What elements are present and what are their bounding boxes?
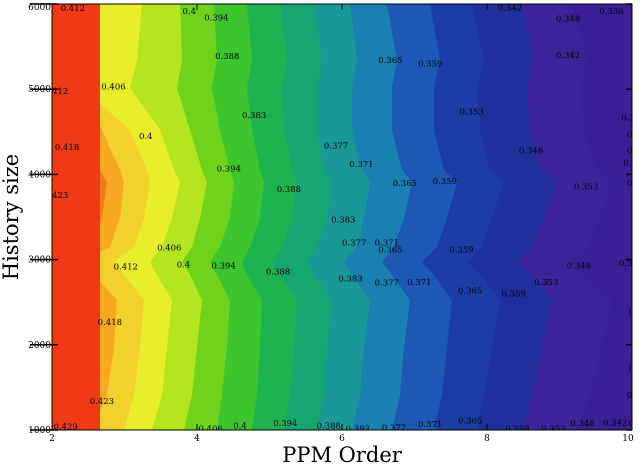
y-tick-label: 1000 (28, 426, 51, 436)
contour-label: 0.423 (90, 397, 114, 407)
y-tick-label: 3000 (28, 256, 51, 266)
contour-label: 0.359 (449, 245, 473, 255)
contour-label: 0.406 (157, 244, 181, 254)
contour-label: 0.377 (375, 279, 399, 289)
contour-label: 0.371 (375, 239, 399, 249)
contour-band-1 (52, 4, 100, 430)
contour-label: 0.418 (98, 318, 122, 328)
contour-label: 0.394 (212, 262, 236, 272)
contour-label: 0.371 (407, 278, 431, 288)
contour-label: 0.33 (627, 391, 640, 401)
contour-label: 0.371 (349, 160, 373, 170)
contour-label: 0.359 (502, 290, 526, 300)
contour-label: 0.365 (458, 417, 482, 427)
contour-label: 0.388 (277, 185, 301, 195)
contour-label: 0.353 (459, 107, 483, 117)
x-tick-label: 8 (484, 434, 490, 444)
contour-label: 0.348 (570, 419, 594, 429)
contour-label: 0.348 (567, 262, 591, 272)
contour-bands (52, 4, 632, 430)
contour-label: 0.383 (338, 274, 362, 284)
contour-label: 0.365 (378, 245, 402, 255)
contour-label: 0.377 (324, 141, 348, 151)
contour-label: 0.365 (378, 56, 402, 66)
contour-label: 0.388 (215, 52, 239, 62)
contour-label: 0.359 (505, 424, 529, 434)
contour-label: 0.353 (541, 424, 565, 434)
contour-label: 412 (52, 87, 68, 97)
contour-label: 0.342 (603, 418, 627, 428)
contour-label: 0.4 (139, 132, 153, 142)
contour-label: 0.3 (628, 308, 640, 318)
contour-label: 0.3 (627, 147, 640, 157)
contour-label: 0.342 (619, 259, 640, 269)
contour-label: 0.353 (534, 278, 558, 288)
contour-labels: 0.412 0.4 0.394 0.388 0.365 0.359 0.342 0.348 0.… (52, 3, 640, 434)
y-tick-label: 5000 (28, 85, 51, 95)
contour-label: 0.377 (342, 239, 366, 249)
contour-label: 0.348 (519, 147, 543, 157)
contour-label: 0.383 (346, 424, 370, 434)
contour-label: 0.4 (183, 7, 197, 17)
contour-label: 0.406 (198, 424, 222, 434)
contour-label: 0.388 (317, 422, 341, 432)
contour-label: 0.383 (242, 111, 266, 121)
contour-label: 0.394 (217, 164, 241, 174)
contour-label: 0.342 (623, 158, 640, 168)
contour-label: 0.4 (177, 261, 191, 271)
contour-label: 0.365 (393, 179, 417, 189)
contour-label: 0.429 (53, 423, 77, 433)
contour-label: 0.359 (418, 60, 442, 70)
y-tick-label: 2000 (28, 341, 51, 351)
x-tick-label: 4 (194, 434, 200, 444)
contour-label: 0.412 (114, 262, 138, 272)
contour-label: 0.353 (574, 182, 598, 192)
y-tick-label: 4000 (28, 170, 51, 180)
contour-label: 0.3 (628, 364, 640, 374)
contour-label: 0.3 (628, 419, 640, 429)
y-tick-label: 6000 (28, 3, 51, 13)
contour-label: 0.348 (556, 14, 580, 24)
contour-label: 0.4 (233, 422, 247, 432)
contour-label: 0.33 (621, 113, 640, 123)
contour-label: 0.359 (433, 177, 457, 187)
contour-label: 0.342 (498, 3, 522, 13)
contour-label: 0.342 (556, 51, 580, 61)
contour-label: 0.418 (55, 143, 79, 153)
contour-label: 0.365 (458, 286, 482, 296)
contour-label: 0.348 (627, 179, 640, 189)
y-axis-title: History size (0, 154, 23, 280)
contour-label: 0.377 (382, 423, 406, 433)
x-tick-label: 2 (49, 434, 55, 444)
contour-label: 423 (52, 191, 68, 201)
contour-label: 0.394 (204, 14, 228, 24)
axis-ticks: 2 4 6 8 10 1000 2000 3000 4000 5000 6000 (28, 3, 634, 444)
contour-label: 0.394 (273, 419, 297, 429)
contour-label: 0.3 (627, 130, 640, 140)
contour-label: 0.412 (61, 4, 85, 14)
x-tick-label: 10 (622, 434, 634, 444)
contour-label: 0.388 (266, 268, 290, 278)
contour-label: 0.336 (599, 7, 623, 17)
contour-label: 0.383 (331, 216, 355, 226)
contour-label: 0.406 (101, 83, 125, 93)
x-tick-label: 6 (339, 434, 345, 444)
contour-label: 0.371 (418, 420, 442, 430)
x-axis-title: PPM Order (282, 443, 403, 466)
